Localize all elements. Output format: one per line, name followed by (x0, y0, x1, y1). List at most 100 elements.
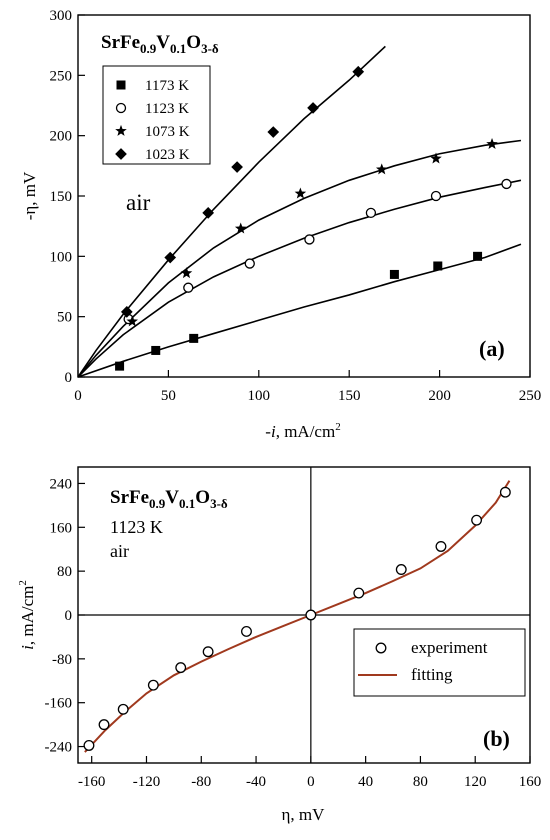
x-axis-label-a: -i, mA/cm2 (265, 421, 340, 441)
a-x-tick-label: 0 (74, 388, 82, 404)
data-point-circle (430, 190, 442, 202)
data-point-diamond (231, 161, 243, 173)
data-point-star (234, 222, 247, 234)
panel-label-b: (b) (483, 726, 510, 751)
a-y-tick-label: 250 (50, 68, 73, 84)
a-x-tick-label: 250 (519, 388, 542, 404)
experiment-point (175, 662, 187, 674)
legend-marker-star (115, 124, 127, 136)
panel-a: 0 50 100 150 200 250 0 50 100 150 200 250 300 SrFe0.… (20, 8, 541, 441)
data-point-star (126, 315, 139, 327)
a-x-tick-label: 50 (161, 388, 176, 404)
data-point-star (375, 163, 388, 175)
data-points-b (83, 486, 511, 751)
y-axis-label-b: i, mA/cm2 (17, 580, 37, 650)
data-point-diamond (164, 251, 177, 264)
data-point-square (115, 361, 125, 371)
experiment-point (395, 564, 407, 575)
legend-label: experiment (411, 638, 488, 657)
b-y-tick-label: 160 (50, 520, 73, 536)
data-point-square (151, 345, 161, 355)
experiment-point (499, 486, 511, 498)
b-y-tick-label: -160 (45, 696, 73, 712)
data-point-circle (304, 234, 315, 245)
b-y-tick-label: 0 (65, 608, 73, 624)
fit-curve-1123-k (77, 179, 522, 378)
legend-label: 1123 K (145, 101, 189, 117)
legend-label: fitting (411, 665, 453, 684)
b-x-tick-label: 80 (413, 774, 428, 790)
y-axis-label-a: -η, mV (20, 171, 39, 220)
b-x-tick-label: 160 (519, 774, 542, 790)
legend-label: 1073 K (145, 124, 190, 140)
data-point-diamond (267, 126, 280, 138)
b-x-tick-label: 40 (358, 774, 373, 790)
experiment-point (305, 609, 317, 621)
experiment-point (435, 541, 447, 552)
a-y-tick-label: 100 (50, 249, 73, 265)
data-point-diamond (352, 65, 365, 78)
experiment-point (147, 679, 159, 691)
b-y-tick-label: 80 (57, 564, 72, 580)
axis-ticks-b: -160 -120 -80 -40 0 40 80 120 160 -240 -160 -80 0 80 1… (45, 476, 542, 790)
zero-axes-b (78, 467, 530, 763)
x-axis-label-b: η, mV (282, 805, 326, 824)
data-point-square (473, 251, 483, 261)
data-points-a (115, 65, 512, 371)
fit-curve-1023-k (77, 45, 386, 378)
experiment-point (117, 703, 129, 715)
b-x-tick-label: -120 (133, 774, 161, 790)
annotation-air-b: air (110, 541, 129, 561)
legend-label: 1023 K (145, 147, 190, 163)
data-point-square (189, 333, 199, 343)
data-point-diamond (202, 207, 215, 219)
data-point-circle (183, 282, 194, 293)
fit-curve-1073-k (77, 139, 522, 378)
b-y-tick-label: 240 (50, 476, 73, 492)
b-x-tick-label: 0 (307, 774, 315, 790)
b-x-tick-label: -80 (191, 774, 211, 790)
data-point-circle (244, 258, 255, 269)
axis-ticks-a: 0 50 100 150 200 250 0 50 100 150 200 250 300 (50, 8, 542, 404)
a-x-tick-label: 100 (248, 388, 271, 404)
data-point-square (389, 269, 399, 279)
fit-curve-b (84, 480, 511, 753)
data-point-star (430, 152, 442, 164)
b-x-tick-label: -160 (78, 774, 106, 790)
a-y-tick-label: 150 (50, 189, 73, 205)
b-y-tick-label: -80 (52, 652, 72, 668)
experiment-point (471, 514, 483, 526)
data-point-star (294, 187, 307, 199)
data-point-diamond (307, 102, 319, 114)
legend-marker-experiment (375, 642, 387, 654)
experiment-point (241, 625, 252, 637)
experiment-point (98, 719, 110, 731)
b-x-tick-label: 120 (464, 774, 487, 790)
legend-label: 1173 K (145, 78, 189, 94)
annotation-air-a: air (126, 190, 151, 215)
experiment-point (83, 740, 95, 751)
experiment-point (353, 587, 365, 599)
b-y-tick-label: -240 (45, 740, 73, 756)
data-point-star (486, 138, 498, 150)
annotation-temperature-b: 1123 K (110, 517, 163, 537)
legend-box-b (353, 628, 526, 697)
data-point-diamond (120, 305, 133, 318)
a-y-tick-label: 50 (57, 310, 72, 326)
experiment-point (202, 646, 214, 658)
legend-a: 1173 K 1123 K 1073 K 1023 K (115, 78, 190, 163)
a-y-tick-label: 0 (65, 370, 73, 386)
legend-marker-circle (115, 102, 127, 114)
data-point-circle (365, 207, 377, 219)
a-x-tick-label: 150 (338, 388, 361, 404)
data-point-square (433, 261, 443, 271)
legend-b: experiment fitting (358, 638, 488, 684)
a-y-tick-label: 300 (50, 8, 73, 24)
legend-marker-square (116, 80, 126, 90)
legend-marker-diamond (115, 148, 127, 160)
a-x-tick-label: 200 (428, 388, 451, 404)
data-point-circle (501, 178, 512, 190)
data-point-star (180, 267, 193, 279)
b-x-tick-label: -40 (246, 774, 266, 790)
